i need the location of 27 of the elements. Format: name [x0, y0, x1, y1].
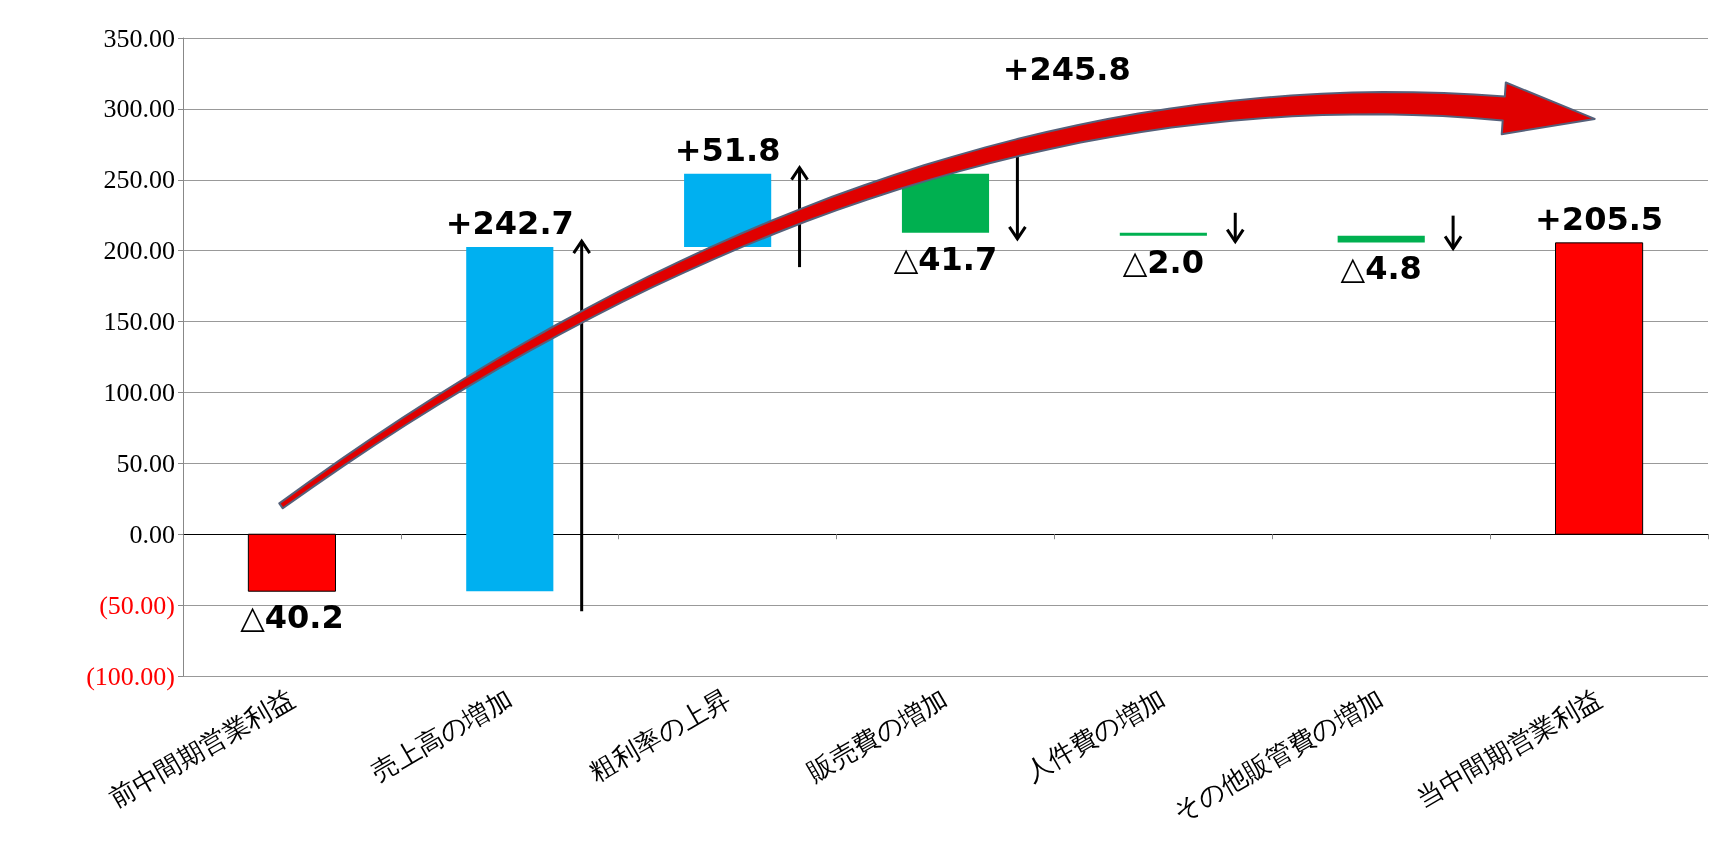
bar — [1119, 232, 1207, 236]
data-label: △41.7 — [893, 239, 998, 278]
data-label: △2.0 — [1122, 242, 1205, 281]
x-tick-label: その他販管費の増加 — [1168, 683, 1389, 828]
y-tick-label: (50.00) — [99, 590, 175, 620]
y-tick-label: 350.00 — [103, 23, 175, 53]
y-tick-label: 150.00 — [103, 307, 175, 337]
x-tick-label: 売上高の増加 — [366, 683, 518, 788]
y-tick-label: 200.00 — [103, 236, 175, 266]
y-tick-label: 0.00 — [129, 519, 175, 549]
data-label: +205.5 — [1535, 199, 1664, 238]
y-tick-label: 300.00 — [103, 94, 175, 124]
data-label: +242.7 — [445, 204, 574, 243]
x-tick-label: 販売費の増加 — [802, 683, 953, 788]
data-label: △4.8 — [1340, 249, 1422, 288]
annotation: +245.8 — [1002, 50, 1131, 88]
y-tick-label: (100.00) — [86, 661, 175, 691]
y-tick-label: 100.00 — [103, 377, 175, 407]
x-tick-label: 当中間期営業利益 — [1411, 683, 1607, 813]
bar — [901, 173, 990, 233]
data-label: +51.8 — [674, 130, 781, 169]
x-tick-label: 粗利率の上昇 — [584, 683, 736, 788]
bar — [466, 247, 554, 592]
x-tick-label: 人件費の増加 — [1019, 683, 1171, 788]
y-tick-label: 50.00 — [116, 448, 175, 478]
y-tick-label: 250.00 — [103, 165, 175, 195]
data-label: △40.2 — [240, 598, 344, 637]
